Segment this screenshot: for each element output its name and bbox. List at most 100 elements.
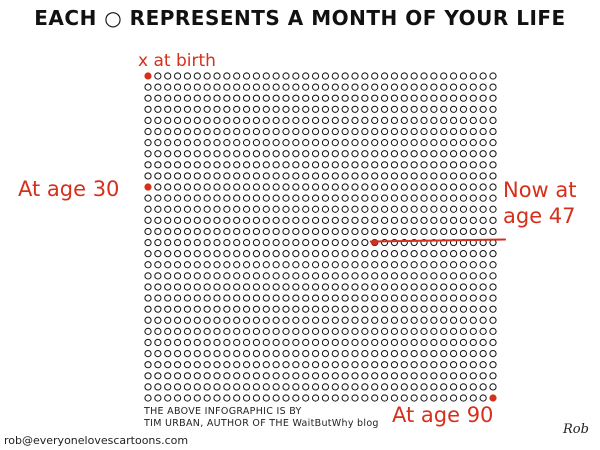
month-circle (371, 361, 379, 369)
month-circle (252, 105, 261, 113)
month-circle (223, 283, 231, 291)
month-circle (390, 349, 399, 358)
month-circle (440, 105, 448, 113)
month-circle (193, 250, 201, 258)
month-circle (420, 283, 428, 291)
month-circle (144, 83, 152, 91)
month-circle (302, 150, 310, 158)
month-circle (410, 372, 418, 380)
month-circle (252, 161, 261, 169)
month-circle (321, 205, 330, 213)
month-circle (440, 183, 448, 191)
month-circle (233, 316, 241, 324)
month-circle (361, 139, 369, 147)
month-circle (341, 349, 349, 358)
month-circle (469, 294, 477, 302)
month-circle (351, 139, 359, 147)
month-circle (371, 216, 379, 224)
month-circle (233, 161, 241, 169)
now-marker-line (369, 238, 506, 243)
month-circle (440, 316, 448, 324)
month-circle (400, 105, 408, 113)
month-circle (193, 205, 201, 213)
month-circle (233, 205, 241, 213)
month-circle (331, 316, 339, 324)
month-circle (144, 139, 152, 147)
month-circle (144, 216, 152, 224)
month-circle (154, 394, 162, 402)
month-circle (282, 349, 290, 358)
month-circle (351, 205, 359, 213)
month-circle (193, 294, 201, 302)
month-circle (371, 394, 379, 402)
month-circle (223, 127, 231, 136)
month-circle (173, 338, 182, 347)
month-circle (282, 327, 290, 335)
month-circle (154, 250, 162, 258)
month-circle (449, 272, 458, 280)
month-circle (311, 349, 320, 358)
month-circle (390, 294, 399, 302)
month-circle (440, 283, 448, 291)
month-circle (489, 94, 497, 102)
month-circle (144, 283, 152, 291)
month-circle (371, 316, 379, 324)
month-circle (292, 161, 300, 169)
month-circle (193, 227, 201, 236)
month-circle (449, 139, 458, 147)
month-circle (341, 116, 349, 125)
month-circle (292, 338, 300, 347)
month-circle (420, 94, 428, 102)
month-circle (469, 261, 477, 269)
month-circle (213, 238, 221, 247)
month-circle (390, 150, 399, 158)
month-circle (164, 116, 172, 125)
month-circle (183, 294, 192, 302)
month-circle (371, 172, 379, 180)
month-circle (233, 283, 241, 291)
month-circle (302, 316, 310, 324)
month-circle (203, 172, 211, 180)
month-circle (252, 316, 261, 324)
month-circle (223, 261, 231, 269)
month-circle (223, 205, 231, 213)
month-circle (469, 349, 477, 358)
month-circle (469, 394, 477, 402)
month-circle (351, 283, 359, 291)
month-circle (449, 283, 458, 291)
month-circle (183, 105, 192, 113)
month-circle (252, 250, 261, 258)
month-circle (233, 272, 241, 280)
month-circle (144, 227, 152, 236)
month-circle (183, 183, 192, 191)
month-circle (430, 394, 438, 402)
month-circle (302, 116, 310, 125)
month-circle (361, 261, 369, 269)
month-circle (479, 272, 487, 280)
month-circle (341, 250, 349, 258)
month-circle (390, 372, 399, 380)
month-circle (410, 238, 418, 247)
month-circle (420, 349, 428, 358)
month-circle (154, 161, 162, 169)
month-circle (351, 116, 359, 125)
month-circle (489, 150, 497, 158)
month-circle (213, 105, 221, 113)
month-circle (459, 194, 468, 202)
month-circle (282, 361, 290, 369)
month-circle (144, 338, 152, 347)
month-circle (361, 161, 369, 169)
month-circle (173, 83, 182, 91)
month-circle (213, 261, 221, 269)
month-circle (469, 94, 477, 102)
month-circle (430, 72, 438, 80)
month-circle (400, 250, 408, 258)
month-circle (164, 283, 172, 291)
month-circle (173, 172, 182, 180)
month-circle (252, 172, 261, 180)
month-circle (164, 394, 172, 402)
month-circle (193, 272, 201, 280)
month-circle (380, 105, 389, 113)
month-circle (380, 338, 389, 347)
month-circle (183, 127, 192, 136)
